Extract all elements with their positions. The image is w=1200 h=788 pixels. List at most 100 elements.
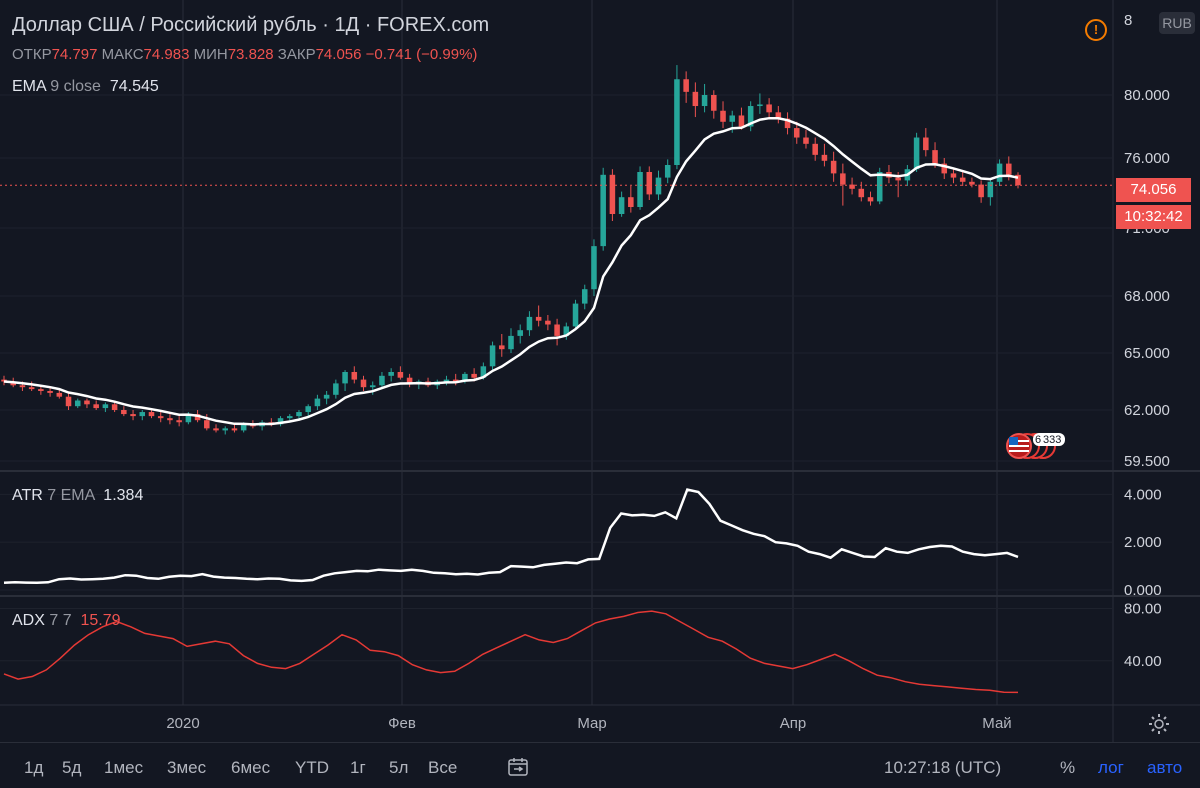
candle-body[interactable] (923, 137, 929, 151)
candle-body[interactable] (941, 163, 948, 174)
candle-body[interactable] (600, 174, 606, 247)
candle-body[interactable] (757, 104, 763, 107)
candle-body[interactable] (655, 177, 662, 195)
candle-body[interactable] (683, 79, 689, 92)
price-pane[interactable] (0, 65, 1113, 435)
adx-pane[interactable] (3, 610, 1019, 694)
candle-body[interactable] (323, 394, 330, 399)
candle-body[interactable] (231, 428, 238, 431)
candle-body[interactable] (618, 197, 625, 214)
candle-body[interactable] (572, 303, 579, 327)
candle-body[interactable] (314, 398, 321, 407)
events-badge[interactable]: 6 333 (1003, 431, 1065, 461)
ema-line[interactable] (3, 116, 1019, 426)
candle-body[interactable] (747, 106, 754, 127)
candle-body[interactable] (19, 385, 26, 388)
candle-body[interactable] (28, 387, 35, 390)
timeframe-1y[interactable]: 1г (350, 758, 366, 777)
log-toggle[interactable]: лог (1098, 758, 1124, 777)
candle-body[interactable] (720, 110, 726, 122)
candle-body[interactable] (65, 396, 72, 407)
candle-body[interactable] (913, 137, 920, 170)
adx-legend[interactable]: ADX 7 7 15.79 (12, 612, 121, 630)
candle-body[interactable] (47, 391, 53, 393)
candle-body[interactable] (1015, 174, 1021, 186)
candle-body[interactable] (333, 383, 339, 395)
candle-body[interactable] (996, 163, 1003, 182)
date-range-icon[interactable] (506, 755, 530, 779)
timeframe-all[interactable]: Все (428, 758, 458, 777)
candle-body[interactable] (840, 173, 846, 185)
candle-body[interactable] (674, 79, 680, 165)
candle-body[interactable] (711, 95, 717, 111)
candle-body[interactable] (74, 400, 81, 407)
candle-body[interactable] (821, 154, 828, 161)
candle-body[interactable] (130, 414, 136, 417)
candle-body[interactable] (38, 389, 44, 391)
candle-body[interactable] (102, 404, 109, 409)
candle-body[interactable] (766, 104, 772, 113)
candle-body[interactable] (563, 326, 570, 336)
candle-body[interactable] (204, 420, 210, 429)
candle-body[interactable] (932, 150, 938, 164)
candle-body[interactable] (443, 379, 450, 382)
candle-body[interactable] (978, 184, 984, 198)
candle-body[interactable] (121, 410, 127, 415)
candle-body[interactable] (959, 177, 966, 182)
candle-body[interactable] (84, 400, 90, 405)
candle-body[interactable] (139, 412, 146, 417)
candle-body[interactable] (480, 366, 487, 378)
candle-body[interactable] (213, 428, 219, 431)
auto-toggle[interactable]: авто (1147, 758, 1183, 777)
candle-body[interactable] (830, 160, 837, 174)
candle-body[interactable] (729, 115, 736, 122)
ema-legend[interactable]: EMA 9 close 74.545 (12, 78, 159, 96)
timeframe-5d[interactable]: 5д (62, 758, 82, 777)
candle-body[interactable] (591, 246, 597, 290)
candle-body[interactable] (452, 379, 459, 382)
currency-button[interactable]: RUB (1159, 12, 1195, 34)
candle-body[interactable] (471, 373, 477, 378)
candle-body[interactable] (950, 173, 957, 178)
candle-body[interactable] (296, 412, 302, 417)
candle-body[interactable] (508, 335, 514, 350)
candle-body[interactable] (701, 95, 708, 107)
candle-body[interactable] (342, 372, 348, 384)
candle-body[interactable] (793, 128, 800, 138)
timeframe-1d[interactable]: 1д (24, 758, 44, 777)
symbol-title[interactable]: Доллар США / Российский рубль · 1Д · FOR… (12, 14, 490, 36)
candle-body[interactable] (148, 412, 155, 417)
alert-icon[interactable]: ! (1085, 19, 1107, 41)
candle-body[interactable] (784, 118, 791, 129)
candle-body[interactable] (222, 428, 229, 431)
atr-line[interactable] (3, 488, 1019, 585)
candle-body[interactable] (1006, 163, 1012, 175)
candle-body[interactable] (987, 181, 994, 198)
candle-body[interactable] (664, 165, 671, 178)
candle-body[interactable] (388, 372, 394, 376)
candle-body[interactable] (517, 330, 523, 336)
candle-body[interactable] (369, 385, 376, 388)
candle-body[interactable] (803, 137, 809, 144)
timeframe-6m[interactable]: 6мес (231, 758, 271, 777)
candle-body[interactable] (277, 418, 284, 425)
candle-body[interactable] (867, 197, 874, 202)
candle-body[interactable] (111, 404, 118, 410)
candle-body[interactable] (194, 414, 201, 421)
settings-gear-icon[interactable] (1148, 713, 1170, 735)
candle-body[interactable] (692, 91, 699, 107)
candle-body[interactable] (849, 184, 855, 189)
candle-body[interactable] (1, 379, 7, 382)
candle-body[interactable] (526, 316, 533, 331)
candle-body[interactable] (545, 320, 551, 325)
candle-body[interactable] (637, 172, 643, 207)
candle-body[interactable] (351, 372, 358, 380)
candle-body[interactable] (499, 345, 505, 350)
candle-body[interactable] (581, 289, 588, 304)
candle-body[interactable] (406, 377, 413, 384)
candle-body[interactable] (738, 115, 745, 127)
timeframe-3m[interactable]: 3мес (167, 758, 207, 777)
candle-body[interactable] (489, 345, 496, 367)
